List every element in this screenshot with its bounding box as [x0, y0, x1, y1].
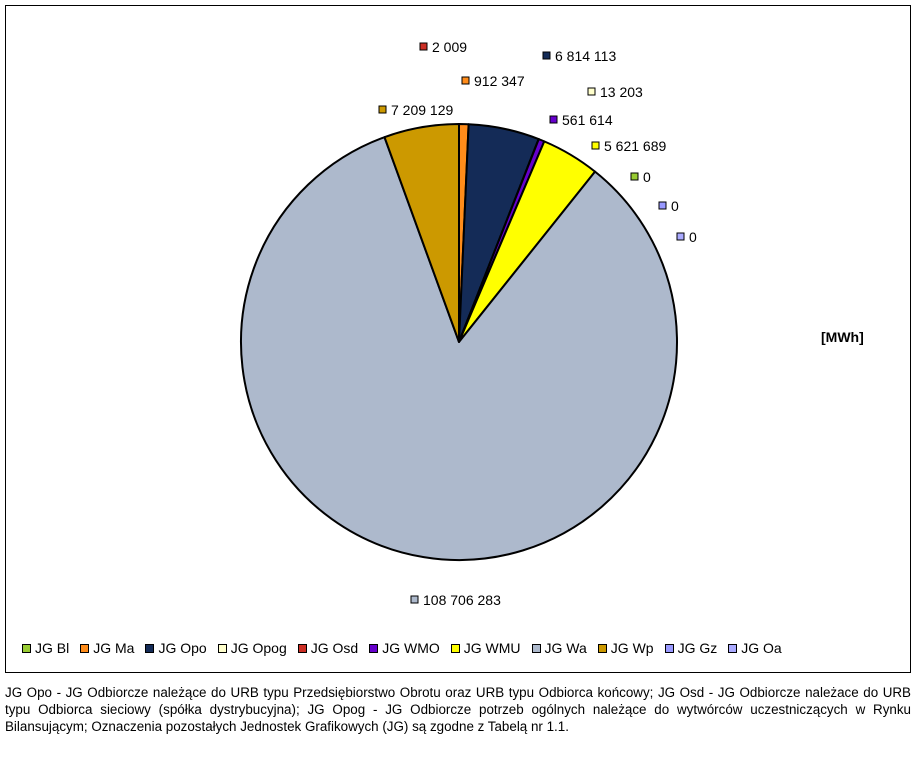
- legend-label: JG Wp: [610, 640, 654, 656]
- data-label-swatch: [419, 42, 428, 51]
- pie-slice-jg-wa: [240, 136, 678, 561]
- data-label-text: 7 209 129: [391, 102, 453, 118]
- legend-item-jg-opo: JG Opo: [145, 640, 207, 656]
- data-label-text: 13 203: [600, 84, 643, 100]
- legend-item-jg-oa: JG Oa: [728, 640, 782, 656]
- legend-item-jg-wp: JG Wp: [597, 640, 654, 656]
- data-label-swatch: [378, 105, 387, 114]
- legend-label: JG Osd: [310, 640, 359, 656]
- legend-swatch: [80, 643, 90, 653]
- data-label-swatch: [658, 201, 667, 210]
- legend-item-jg-opog: JG Opog: [217, 640, 287, 656]
- data-label-jg-gz: 0: [658, 198, 679, 214]
- legend-item-jg-osd: JG Osd: [297, 640, 359, 656]
- legend-swatch: [597, 643, 607, 653]
- data-label-jg-wa: 108 706 283: [410, 592, 501, 608]
- data-label-jg-wmo: 561 614: [549, 112, 613, 128]
- data-label-swatch: [549, 115, 558, 124]
- data-label-text: 5 621 689: [604, 138, 666, 154]
- legend-label: JG WMO: [382, 640, 440, 656]
- data-label-swatch: [461, 76, 470, 85]
- data-label-swatch: [591, 141, 600, 150]
- legend-label: JG Opo: [158, 640, 207, 656]
- data-label-text: 0: [671, 198, 679, 214]
- data-label-swatch: [630, 172, 639, 181]
- data-label-text: 6 814 113: [555, 48, 616, 64]
- pie-slice-jg-wp: [383, 123, 460, 343]
- data-label-jg-osd: 2 009: [419, 39, 467, 55]
- legend-swatch: [450, 643, 460, 653]
- legend-item-jg-wmo: JG WMO: [369, 640, 440, 656]
- legend-label: JG Oa: [741, 640, 782, 656]
- data-label-text: 0: [689, 229, 697, 245]
- data-label-jg-ma: 912 347: [461, 73, 525, 89]
- data-label-text: 108 706 283: [423, 592, 501, 608]
- data-label-jg-bl: 0: [630, 169, 651, 185]
- data-label-jg-opog: 13 203: [587, 84, 643, 100]
- legend-swatch: [217, 643, 227, 653]
- data-label-text: 2 009: [432, 39, 467, 55]
- unit-label: [MWh]: [821, 329, 864, 345]
- legend-label: JG Ma: [93, 640, 135, 656]
- chart-area: 0 912 347 6 814 113 13 203 2 009 561 614 5 621…: [5, 5, 911, 673]
- legend-swatch: [145, 643, 155, 653]
- data-label-swatch: [410, 595, 419, 604]
- data-label-text: 0: [643, 169, 651, 185]
- legend-item-jg-gz: JG Gz: [664, 640, 718, 656]
- data-label-swatch: [542, 51, 551, 60]
- data-label-jg-wp: 7 209 129: [378, 102, 453, 118]
- legend-swatch: [22, 643, 31, 653]
- legend-item-jg-ma: JG Ma: [80, 640, 134, 656]
- legend-swatch: [369, 643, 379, 653]
- legend-label: JG WMU: [463, 640, 521, 656]
- legend-label: JG Gz: [677, 640, 718, 656]
- data-label-jg-oa: 0: [676, 229, 697, 245]
- pie-chart: 0 912 347 6 814 113 13 203 2 009 561 614 5 621…: [240, 39, 697, 608]
- chart-legend: JG Bl JG Ma JG Opo JG Opog JG Osd JG WMO JG WM…: [22, 638, 793, 658]
- legend-swatch: [531, 643, 541, 653]
- chart-caption: JG Opo - JG Odbiorcze należące do URB ty…: [5, 685, 911, 734]
- legend-label: JG Bl: [35, 640, 70, 656]
- legend-item-jg-wa: JG Wa: [531, 640, 587, 656]
- legend-swatch: [664, 643, 674, 653]
- data-label-jg-opo: 6 814 113: [542, 48, 616, 64]
- legend-label: JG Wa: [544, 640, 587, 656]
- legend-swatch: [728, 643, 738, 653]
- legend-item-jg-bl: JG Bl: [22, 640, 69, 656]
- legend-item-jg-wmu: JG WMU: [450, 640, 521, 656]
- data-label-swatch: [587, 87, 596, 96]
- data-label-text: 561 614: [562, 112, 613, 128]
- data-label-swatch: [676, 232, 685, 241]
- legend-swatch: [297, 643, 307, 653]
- data-label-jg-wmu: 5 621 689: [591, 138, 666, 154]
- data-label-text: 912 347: [474, 73, 525, 89]
- legend-label: JG Opog: [230, 640, 287, 656]
